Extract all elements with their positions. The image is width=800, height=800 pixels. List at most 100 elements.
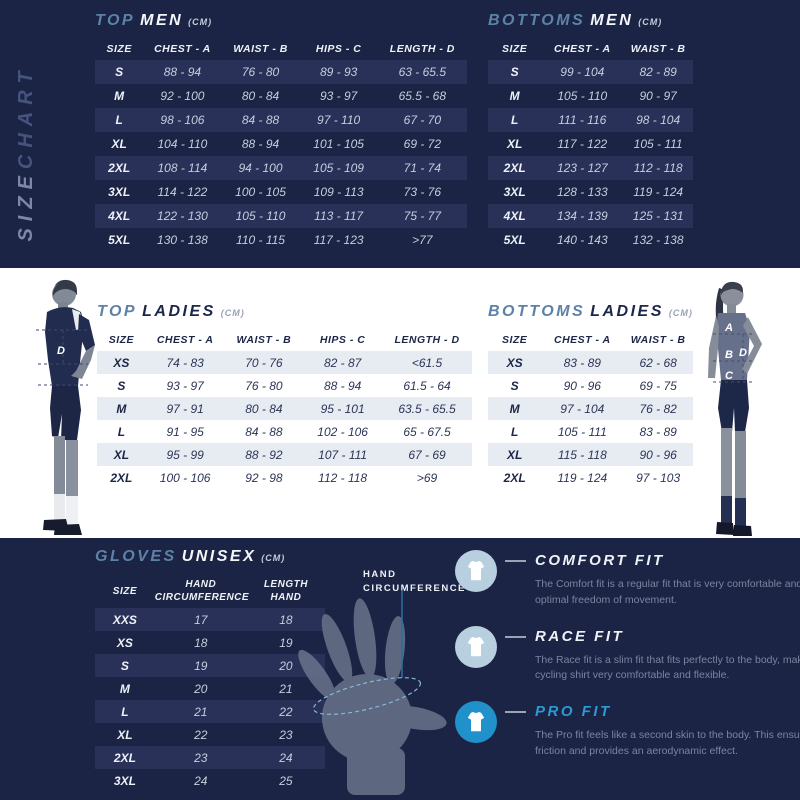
column-header: WAIST - B (236, 334, 292, 346)
column-header: LENGTH HAND (263, 579, 308, 603)
value-cell: 105 - 110 (557, 89, 608, 103)
title-unit: (CM) (261, 553, 286, 563)
table-row: M 105 - 110 90 - 97 (488, 84, 693, 108)
value-cell: 88 - 94 (323, 378, 362, 393)
value-cell: 95 - 99 (166, 447, 204, 462)
hand-circumference-label: HAND CIRCUMFERENCE (363, 569, 466, 595)
size-cell: S (120, 658, 129, 673)
value-cell: 130 - 138 (157, 233, 208, 247)
size-cell: S (510, 65, 519, 79)
man-shoe-front (54, 524, 82, 535)
pro-fit-body: PRO FIT The Pro fit feels like a second … (505, 701, 800, 760)
woman-shorts (718, 380, 749, 432)
size-cell: XL (506, 447, 523, 462)
title-unit: (CM) (668, 308, 693, 318)
man-neck (58, 302, 68, 311)
value-cell: 109 - 113 (313, 185, 364, 199)
table-row: M 97 - 104 76 - 82 (488, 397, 693, 420)
size-cell: L (510, 424, 519, 439)
size-cell: 4XL (108, 209, 131, 223)
table-row: L 105 - 111 83 - 89 (488, 420, 693, 443)
value-cell: 23 (279, 727, 293, 742)
size-cell: 5XL (503, 233, 526, 247)
size-cell: M (509, 401, 520, 416)
title-main: MEN (140, 12, 184, 29)
size-cell: 2XL (113, 750, 136, 765)
top-men-title: TOP MEN (CM) (95, 12, 467, 32)
size-cell: M (114, 89, 125, 103)
man-sock-back (54, 494, 65, 522)
woman-measure-lines (713, 333, 753, 383)
value-cell: 18 (279, 612, 293, 627)
table-row: S 19 20 (95, 654, 325, 677)
value-cell: 119 - 124 (557, 470, 608, 485)
title-unit: (CM) (638, 17, 663, 27)
value-cell: 17 (194, 612, 208, 627)
tshirt-icon (467, 560, 485, 581)
value-cell: 112 - 118 (318, 470, 368, 485)
table-row: XL 95 - 99 88 - 92 107 - 111 67 - 69 (97, 443, 472, 466)
table-row: XL 115 - 118 90 - 96 (488, 443, 693, 466)
value-cell: 115 - 118 (557, 447, 607, 462)
value-cell: 132 - 138 (632, 233, 684, 247)
gloves-grid: SIZE HAND CIRCUMFERENCE LENGTH HAND XXS 17 18… (95, 574, 325, 792)
column-header: HIPS - C (315, 43, 362, 55)
value-cell: 97 - 104 (560, 401, 605, 416)
value-cell: 93 - 97 (166, 378, 204, 393)
pro-fit-description: The Pro fit feels like a second skin to … (535, 729, 800, 757)
value-cell: 90 - 96 (563, 378, 601, 393)
woman-letter-c: C (725, 370, 734, 382)
table-row: 2XL 119 - 124 97 - 103 (488, 466, 693, 489)
value-cell: 83 - 89 (639, 424, 677, 439)
value-cell: 123 - 127 (556, 161, 608, 175)
man-letter-a: A (33, 318, 42, 330)
value-cell: 67 - 69 (408, 447, 446, 462)
value-cell: 134 - 139 (556, 209, 608, 223)
column-header: WAIST - B (233, 43, 288, 55)
top-ladies-title: TOP LADIES (CM) (97, 303, 472, 323)
value-cell: 102 - 106 (317, 424, 368, 439)
man-shorts (50, 386, 81, 440)
value-cell: 23 (194, 750, 208, 765)
value-cell: 89 - 93 (319, 65, 358, 79)
gloves-table: GLOVES UNISEX (CM) SIZE HAND CIRCUMFERENCE L… (95, 548, 325, 792)
man-front-leg (66, 440, 78, 498)
table-header-row: SIZE CHEST - A WAIST - B (488, 329, 693, 351)
size-cell: 4XL (503, 209, 526, 223)
comfort-fit-tshirt-icon (455, 550, 497, 592)
race-fit-description: The Race fit is a slim fit that fits per… (535, 653, 800, 682)
woman-letter-a: A (724, 322, 733, 334)
value-cell: 90 - 96 (639, 447, 677, 462)
value-cell: 113 - 117 (314, 209, 364, 223)
value-cell: 22 (194, 727, 208, 742)
value-cell: 84 - 88 (241, 113, 280, 127)
size-cell: XXS (112, 612, 137, 627)
value-cell: 119 - 124 (633, 185, 684, 199)
value-cell: 22 (279, 704, 293, 719)
table-row: 5XL 140 - 143 132 - 138 (488, 228, 693, 252)
man-letter-d: D (57, 345, 65, 357)
size-cell: 2XL (503, 161, 526, 175)
value-cell: 20 (194, 681, 208, 696)
table-row: L 98 - 106 84 - 88 97 - 110 67 - 70 (95, 108, 467, 132)
value-cell: 90 - 97 (639, 89, 677, 103)
value-cell: 19 (279, 635, 293, 650)
value-cell: 98 - 104 (636, 113, 681, 127)
comfort-fit-body: COMFORT FIT The Comfort fit is a regular… (505, 550, 800, 609)
man-sleeve (78, 314, 95, 351)
value-cell: 74 - 83 (166, 355, 204, 370)
value-cell: 84 - 88 (245, 424, 283, 439)
size-cell: XS (506, 355, 523, 370)
size-cell: 3XL (108, 185, 131, 199)
table-row: XL 104 - 110 88 - 94 101 - 105 69 - 72 (95, 132, 467, 156)
man-back-leg (54, 436, 65, 496)
value-cell: 69 - 75 (639, 378, 677, 393)
title-main: MEN (590, 12, 634, 29)
title-main: LADIES (142, 303, 216, 320)
table-row: 4XL 134 - 139 125 - 131 (488, 204, 693, 228)
value-cell: 70 - 76 (245, 355, 283, 370)
table-row: S 99 - 104 82 - 89 (488, 60, 693, 84)
title-accent: BOTTOMS (488, 303, 586, 320)
table-row: S 90 - 96 69 - 75 (488, 374, 693, 397)
tshirt-icon (467, 711, 485, 732)
